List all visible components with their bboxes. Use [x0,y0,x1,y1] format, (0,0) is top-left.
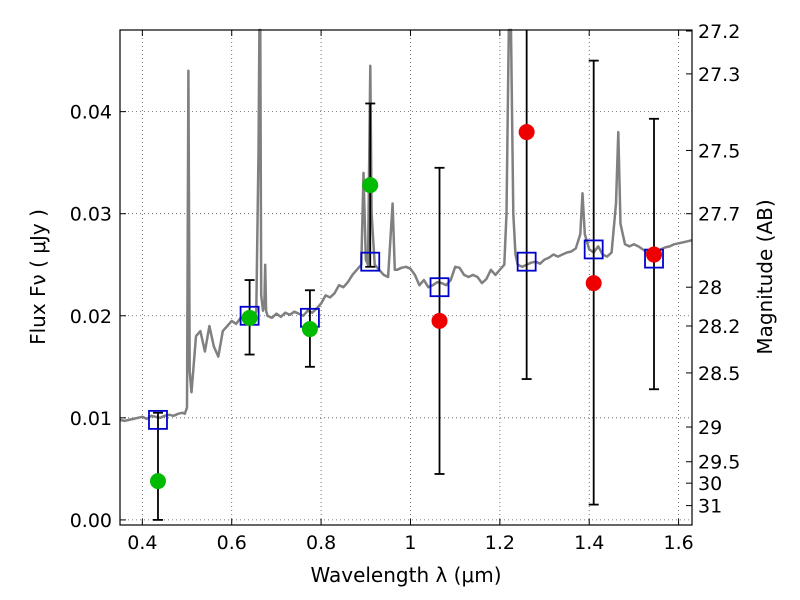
grid-layer [120,30,692,525]
green-point [301,321,318,338]
right-tick-label: 30 [698,473,722,495]
x-tick-label: 0.6 [217,532,247,554]
right-tick-label: 29.5 [698,452,740,474]
y-tick-label: 0.01 [70,408,112,430]
right-tick-label: 31 [698,496,722,518]
x-tick-label: 1.2 [485,532,515,554]
point-layer [148,124,664,490]
spectrum-layer [119,28,693,423]
x-tick-label: 1.6 [663,532,693,554]
green-point [149,473,166,490]
model-square [360,251,381,272]
right-tick-label: 27.7 [698,204,740,226]
y-tick-label: 0.00 [70,510,112,532]
green-point [241,309,258,326]
red-point [518,124,535,141]
y-axis-label: Flux Fν ( μJy ) [26,209,50,345]
right-tick-label: 28.2 [698,316,740,338]
plot-frame [119,29,693,526]
y-tick-label: 0.03 [70,204,112,226]
right-tick-label: 28.5 [698,363,740,385]
model-square [583,239,604,260]
x-tick-label: 0.4 [127,532,157,554]
x-tick-label: 1.4 [574,532,604,554]
red-point [585,275,602,292]
tick-layer: 0.4 0.6 0.8 1 1.2 1.4 1.6 0.00 0.01 0.02 0.03 0.04 2… [70,21,741,554]
model-square [429,277,450,298]
right-tick-label: 27.5 [698,140,740,162]
y-tick-label: 0.04 [70,102,112,124]
spectrum-line [119,28,693,423]
right-tick-label: 27.2 [698,21,740,43]
y-tick-label: 0.02 [70,306,112,328]
errorbar-layer [152,30,660,521]
right-axis-label: Magnitude (AB) [753,199,777,354]
right-tick-label: 29 [698,417,722,439]
x-tick-label: 1 [404,532,416,554]
red-point [431,312,448,329]
right-tick-label: 27.3 [698,64,740,86]
red-point [646,246,663,263]
green-point [362,177,379,194]
model-square [516,251,537,272]
x-tick-label: 0.8 [306,532,336,554]
model-square [148,409,168,430]
right-tick-label: 28 [698,277,722,299]
x-axis-label: Wavelength λ (μm) [310,563,501,587]
